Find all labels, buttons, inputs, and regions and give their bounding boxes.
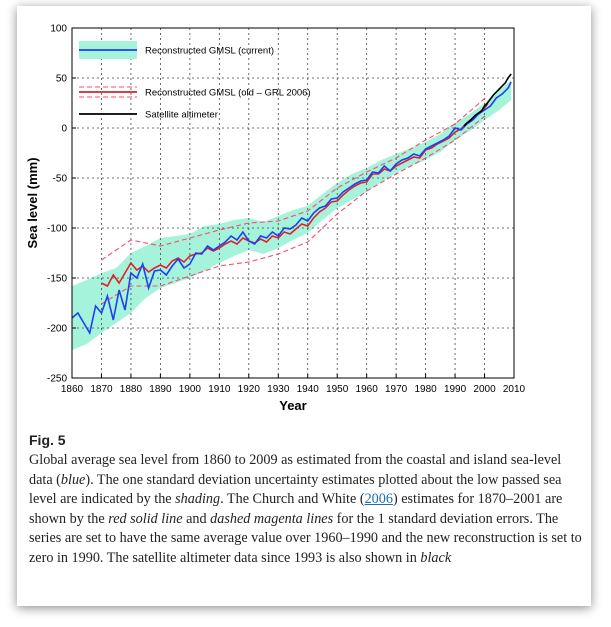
x-tick-label: 1940 <box>297 384 320 395</box>
x-tick-label: 1970 <box>385 384 408 395</box>
series-current-line <box>71 81 512 336</box>
caption-emphasis: blue <box>60 471 86 488</box>
x-tick-label: 2010 <box>503 384 526 395</box>
y-tick-label: 50 <box>56 74 68 85</box>
figure-card: 1860 1870 1880 1890 1900 1910 1920 1930 1940 1950… <box>17 6 591 606</box>
figure-caption: Global average sea level from 1860 to 20… <box>29 451 585 568</box>
x-tick-label: 1900 <box>179 384 202 395</box>
x-tick-label: 1950 <box>326 384 349 395</box>
series-satellite-line <box>463 73 512 127</box>
caption-emphasis: black <box>420 549 452 566</box>
caption-text: Global average sea level from 1860 to 20… <box>29 452 562 488</box>
figure-label: Fig. 5 <box>29 432 66 448</box>
legend-entry: Reconstructed GMSL (old – GRL 2006) <box>145 88 311 99</box>
x-tick-label: 1880 <box>120 384 143 395</box>
y-tick-label: -50 <box>53 174 68 185</box>
old-error-lower-line <box>101 113 488 305</box>
y-tick-label: -200 <box>47 324 67 335</box>
old-error-upper-line <box>101 95 488 261</box>
y-tick-label: -150 <box>47 274 67 285</box>
legend-entry: Reconstructed GMSL (current) <box>145 46 274 57</box>
x-tick-label: 2000 <box>473 384 496 395</box>
caption-text: ) estimates for 1870–2001 are shown by t… <box>29 491 563 527</box>
caption-text: for the 1 standard deviation errors. The… <box>29 510 582 566</box>
plot-frame <box>71 27 515 379</box>
caption-text: and <box>182 510 211 527</box>
x-tick-label: 1980 <box>414 384 437 395</box>
caption-text: . The Church and White ( <box>220 491 365 507</box>
caption-emphasis: dashed magenta lines <box>210 510 334 527</box>
y-axis-label: Sea level (mm) <box>25 157 40 248</box>
y-tick-label: 100 <box>50 24 67 35</box>
sea-level-chart: 1860 1870 1880 1890 1900 1910 1920 1930 1940 1950… <box>25 24 526 414</box>
y-tick-label: -250 <box>47 374 67 385</box>
x-tick-label: 1910 <box>208 384 231 395</box>
caption-emphasis: red solid line <box>108 510 183 527</box>
y-tick-label: 0 <box>61 124 67 135</box>
x-tick-label: 1860 <box>61 384 84 395</box>
x-tick-label: 1920 <box>238 384 261 395</box>
x-tick-label: 1960 <box>356 384 379 395</box>
x-tick-label: 1870 <box>90 384 113 395</box>
x-axis-label: Year <box>279 398 306 413</box>
caption-emphasis: shading <box>175 491 221 507</box>
y-tick-label: -100 <box>47 224 67 235</box>
x-tick-label: 1930 <box>267 384 290 395</box>
x-tick-label: 1990 <box>444 384 467 395</box>
x-tick-label: 1890 <box>149 384 172 395</box>
reference-link-2006[interactable]: 2006 <box>364 491 393 507</box>
legend-entry: Satellite altimeter <box>145 110 218 121</box>
caption-text: ). The one standard deviation uncertaint… <box>29 471 562 508</box>
uncertainty-shading <box>72 80 512 350</box>
